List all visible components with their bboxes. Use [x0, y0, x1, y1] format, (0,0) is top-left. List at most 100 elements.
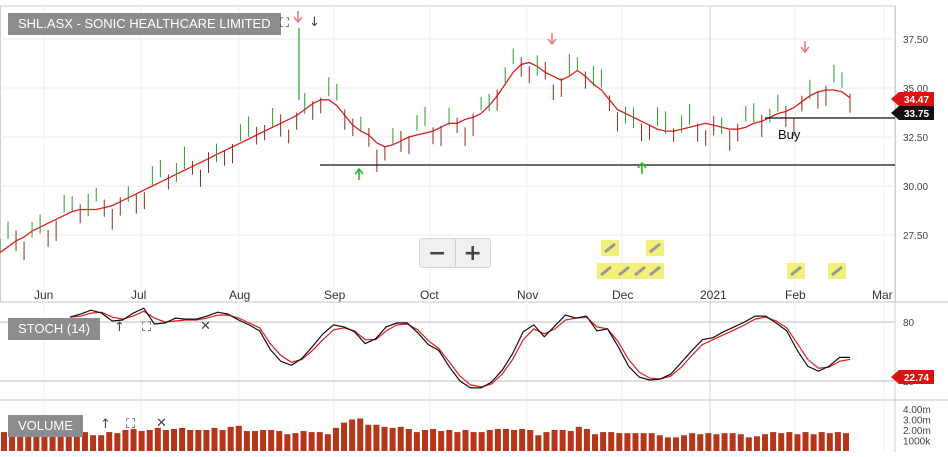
volume-bar: [511, 430, 518, 451]
arrow-head: [547, 38, 557, 46]
stoch-value-tag: 22.74: [891, 370, 934, 384]
volume-bar: [332, 427, 339, 451]
volume-bar: [341, 422, 348, 451]
volume-bar: [794, 434, 801, 451]
volume-bar: [114, 433, 121, 451]
price-tick-label: 27.50: [903, 231, 928, 242]
stoch-panel: [69, 307, 851, 389]
volume-bar: [519, 428, 526, 451]
volume-bar: [689, 433, 696, 451]
volume-bar: [138, 431, 145, 451]
volume-bar: [494, 428, 501, 451]
expand-icon[interactable]: ⛶: [142, 320, 152, 335]
month-label: Aug: [229, 288, 250, 302]
volume-bar: [786, 432, 793, 451]
move-up-icon[interactable]: ↑: [100, 417, 111, 432]
volume-bar: [179, 427, 186, 451]
price-tick-label: 30.00: [903, 182, 928, 193]
volume-bar: [753, 436, 760, 451]
drawing-marker-icon: [787, 263, 805, 279]
volume-bar: [737, 434, 744, 451]
axes: 37.50 35.00 32.50 30.00 27.50 Jun Jul Aug Sep Oct…: [34, 35, 934, 448]
volume-bar: [268, 430, 275, 451]
volume-bar: [90, 435, 97, 451]
volume-bar: [211, 427, 218, 451]
month-label: Nov: [517, 288, 538, 302]
drawing-marker-icon: [601, 240, 619, 256]
volume-bar: [721, 433, 728, 451]
stoch-panel-label: STOCH (14): [8, 318, 100, 340]
volume-bar: [672, 437, 679, 451]
arrow-head: [637, 161, 647, 169]
last-price-tag: 33.75: [891, 106, 934, 120]
drawing-marker-icon: [597, 263, 615, 279]
sell-signal-arrow-icon: [293, 11, 303, 24]
close-icon[interactable]: ✕: [200, 319, 211, 334]
buy-annotation: Buy: [778, 127, 801, 142]
volume-bar: [276, 431, 283, 451]
volume-panel: [1, 415, 849, 451]
volume-tick-label: 1000k: [903, 437, 931, 448]
pencil-glyph: [790, 265, 802, 277]
pencil-glyph: [649, 265, 661, 277]
volume-bar: [575, 426, 582, 451]
volume-bar: [349, 419, 356, 451]
volume-bar: [251, 431, 258, 451]
zoom-in-button[interactable]: +: [454, 239, 491, 267]
volume-bar: [98, 435, 105, 451]
arrow-head: [293, 16, 303, 24]
volume-bar: [454, 432, 461, 451]
expand-icon[interactable]: ⛶: [126, 417, 136, 432]
pencil-glyph: [634, 265, 646, 277]
volume-bar: [729, 433, 736, 451]
move-up-icon[interactable]: ↑: [114, 320, 125, 335]
volume-bar: [106, 432, 113, 451]
volume-bar: [187, 430, 194, 451]
expand-icon[interactable]: ⛶: [280, 16, 290, 31]
price-tick-label: 37.50: [903, 35, 928, 46]
pencil-glyph: [600, 265, 612, 277]
volume-bar: [624, 433, 631, 451]
volume-bar: [130, 428, 137, 451]
zoom-out-button[interactable]: −: [428, 240, 447, 266]
volume-bar: [778, 433, 785, 451]
volume-bar: [656, 435, 663, 451]
volume-bar: [57, 428, 64, 451]
volume-bar: [219, 430, 226, 451]
volume-bar: [810, 434, 817, 451]
volume-bar: [616, 433, 623, 451]
drawing-marker-icon: [828, 263, 846, 279]
volume-bar: [227, 426, 234, 451]
volume-bar: [373, 424, 380, 451]
tag-shape: [891, 106, 934, 120]
volume-bar: [705, 433, 712, 451]
tag-text: 34.47: [904, 95, 929, 106]
buy-signal-arrow-icon: [354, 167, 364, 180]
month-label: Jun: [34, 288, 53, 302]
volume-bar: [826, 433, 833, 451]
volume-bar: [681, 435, 688, 451]
arrow-head: [354, 167, 364, 175]
grid-lines: [0, 5, 948, 452]
volume-bar: [551, 430, 558, 451]
tag-shape: [891, 370, 934, 384]
volume-bar: [632, 433, 639, 451]
volume-bar: [235, 425, 242, 451]
volume-bar: [697, 434, 704, 451]
volume-tick-label: 2.00m: [903, 426, 931, 437]
volume-bar: [592, 434, 599, 451]
drawing-marker-icon: [631, 263, 649, 279]
volume-bar: [600, 432, 607, 451]
volume-bar: [260, 430, 267, 451]
sell-signal-arrow-icon: [547, 33, 557, 46]
volume-bar: [535, 435, 542, 451]
volume-bar: [81, 432, 88, 451]
volume-bar: [381, 426, 388, 451]
close-icon[interactable]: ✕: [156, 416, 167, 431]
volume-tick-label: 4.00m: [903, 405, 931, 416]
volume-bar: [446, 430, 453, 451]
volume-bar: [745, 437, 752, 451]
volume-bar: [640, 433, 647, 451]
download-arrow-icon[interactable]: ↓: [309, 15, 320, 30]
